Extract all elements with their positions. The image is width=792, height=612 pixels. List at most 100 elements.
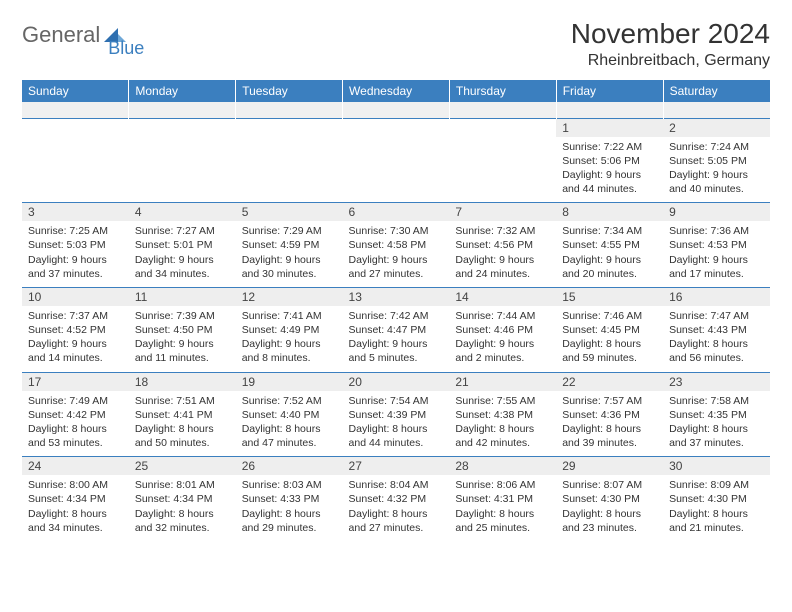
day-cell: 23Sunrise: 7:58 AMSunset: 4:35 PMDayligh… xyxy=(663,372,770,457)
day-header: Tuesday xyxy=(236,80,343,102)
sunset-text: Sunset: 4:36 PM xyxy=(562,408,657,422)
day-cell: 2Sunrise: 7:24 AMSunset: 5:05 PMDaylight… xyxy=(663,118,770,203)
day-header: Sunday xyxy=(22,80,129,102)
day-header: Wednesday xyxy=(343,80,450,102)
day-cell: 19Sunrise: 7:52 AMSunset: 4:40 PMDayligh… xyxy=(236,372,343,457)
day-number: 14 xyxy=(449,288,556,306)
day-cell: 4Sunrise: 7:27 AMSunset: 5:01 PMDaylight… xyxy=(129,203,236,288)
day-details: Sunrise: 7:52 AMSunset: 4:40 PMDaylight:… xyxy=(236,391,343,457)
day-cell xyxy=(236,118,343,203)
day-number: 30 xyxy=(663,457,770,475)
day-cell xyxy=(449,118,556,203)
logo: General Blue xyxy=(22,22,162,48)
sunset-text: Sunset: 4:33 PM xyxy=(242,492,337,506)
daylight-text: Daylight: 9 hours and 27 minutes. xyxy=(349,253,444,281)
day-number: 12 xyxy=(236,288,343,306)
day-number: 23 xyxy=(663,373,770,391)
daylight-text: Daylight: 8 hours and 53 minutes. xyxy=(28,422,123,450)
daylight-text: Daylight: 8 hours and 23 minutes. xyxy=(562,507,657,535)
week-row: 17Sunrise: 7:49 AMSunset: 4:42 PMDayligh… xyxy=(22,372,770,457)
sunset-text: Sunset: 5:05 PM xyxy=(669,154,764,168)
calendar-page: General Blue November 2024 Rheinbreitbac… xyxy=(0,0,792,559)
day-number: 18 xyxy=(129,373,236,391)
sunrise-text: Sunrise: 7:36 AM xyxy=(669,224,764,238)
day-number xyxy=(343,119,450,123)
title-block: November 2024 Rheinbreitbach, Germany xyxy=(571,18,770,70)
sunset-text: Sunset: 4:59 PM xyxy=(242,238,337,252)
day-cell xyxy=(129,118,236,203)
day-details: Sunrise: 7:46 AMSunset: 4:45 PMDaylight:… xyxy=(556,306,663,372)
sunrise-text: Sunrise: 7:22 AM xyxy=(562,140,657,154)
day-cell: 3Sunrise: 7:25 AMSunset: 5:03 PMDaylight… xyxy=(22,203,129,288)
day-details: Sunrise: 7:27 AMSunset: 5:01 PMDaylight:… xyxy=(129,221,236,287)
sunset-text: Sunset: 4:35 PM xyxy=(669,408,764,422)
sunset-text: Sunset: 4:30 PM xyxy=(669,492,764,506)
day-cell: 21Sunrise: 7:55 AMSunset: 4:38 PMDayligh… xyxy=(449,372,556,457)
day-cell: 5Sunrise: 7:29 AMSunset: 4:59 PMDaylight… xyxy=(236,203,343,288)
daylight-text: Daylight: 9 hours and 37 minutes. xyxy=(28,253,123,281)
sunset-text: Sunset: 4:41 PM xyxy=(135,408,230,422)
daylight-text: Daylight: 9 hours and 20 minutes. xyxy=(562,253,657,281)
day-number: 13 xyxy=(343,288,450,306)
week-row: 3Sunrise: 7:25 AMSunset: 5:03 PMDaylight… xyxy=(22,203,770,288)
sunrise-text: Sunrise: 7:27 AM xyxy=(135,224,230,238)
day-cell: 26Sunrise: 8:03 AMSunset: 4:33 PMDayligh… xyxy=(236,457,343,541)
sunset-text: Sunset: 4:55 PM xyxy=(562,238,657,252)
sunset-text: Sunset: 4:45 PM xyxy=(562,323,657,337)
day-details: Sunrise: 7:34 AMSunset: 4:55 PMDaylight:… xyxy=(556,221,663,287)
day-details: Sunrise: 7:36 AMSunset: 4:53 PMDaylight:… xyxy=(663,221,770,287)
sunrise-text: Sunrise: 7:41 AM xyxy=(242,309,337,323)
day-details: Sunrise: 8:00 AMSunset: 4:34 PMDaylight:… xyxy=(22,475,129,541)
day-cell: 10Sunrise: 7:37 AMSunset: 4:52 PMDayligh… xyxy=(22,287,129,372)
sunrise-text: Sunrise: 7:32 AM xyxy=(455,224,550,238)
day-details: Sunrise: 8:01 AMSunset: 4:34 PMDaylight:… xyxy=(129,475,236,541)
sunrise-text: Sunrise: 7:57 AM xyxy=(562,394,657,408)
day-number: 3 xyxy=(22,203,129,221)
sunrise-text: Sunrise: 7:25 AM xyxy=(28,224,123,238)
day-details: Sunrise: 7:39 AMSunset: 4:50 PMDaylight:… xyxy=(129,306,236,372)
day-cell: 29Sunrise: 8:07 AMSunset: 4:30 PMDayligh… xyxy=(556,457,663,541)
day-details: Sunrise: 8:09 AMSunset: 4:30 PMDaylight:… xyxy=(663,475,770,541)
sunset-text: Sunset: 4:46 PM xyxy=(455,323,550,337)
day-cell xyxy=(343,118,450,203)
day-number: 16 xyxy=(663,288,770,306)
day-number xyxy=(236,119,343,123)
day-number xyxy=(22,119,129,123)
day-number xyxy=(449,119,556,123)
sunrise-text: Sunrise: 8:07 AM xyxy=(562,478,657,492)
day-number: 9 xyxy=(663,203,770,221)
daylight-text: Daylight: 8 hours and 39 minutes. xyxy=(562,422,657,450)
day-details: Sunrise: 7:29 AMSunset: 4:59 PMDaylight:… xyxy=(236,221,343,287)
sunrise-text: Sunrise: 7:39 AM xyxy=(135,309,230,323)
day-details: Sunrise: 7:54 AMSunset: 4:39 PMDaylight:… xyxy=(343,391,450,457)
day-number: 21 xyxy=(449,373,556,391)
sunrise-text: Sunrise: 7:51 AM xyxy=(135,394,230,408)
daylight-text: Daylight: 9 hours and 11 minutes. xyxy=(135,337,230,365)
daylight-text: Daylight: 9 hours and 30 minutes. xyxy=(242,253,337,281)
day-cell: 13Sunrise: 7:42 AMSunset: 4:47 PMDayligh… xyxy=(343,287,450,372)
daylight-text: Daylight: 8 hours and 50 minutes. xyxy=(135,422,230,450)
daylight-text: Daylight: 8 hours and 32 minutes. xyxy=(135,507,230,535)
day-details: Sunrise: 7:41 AMSunset: 4:49 PMDaylight:… xyxy=(236,306,343,372)
day-cell: 8Sunrise: 7:34 AMSunset: 4:55 PMDaylight… xyxy=(556,203,663,288)
day-number: 17 xyxy=(22,373,129,391)
day-details: Sunrise: 7:51 AMSunset: 4:41 PMDaylight:… xyxy=(129,391,236,457)
day-details: Sunrise: 7:22 AMSunset: 5:06 PMDaylight:… xyxy=(556,137,663,203)
day-details: Sunrise: 7:57 AMSunset: 4:36 PMDaylight:… xyxy=(556,391,663,457)
day-cell: 11Sunrise: 7:39 AMSunset: 4:50 PMDayligh… xyxy=(129,287,236,372)
daylight-text: Daylight: 9 hours and 2 minutes. xyxy=(455,337,550,365)
logo-text-blue: Blue xyxy=(108,38,144,59)
sunset-text: Sunset: 4:43 PM xyxy=(669,323,764,337)
sunset-text: Sunset: 4:49 PM xyxy=(242,323,337,337)
daylight-text: Daylight: 9 hours and 34 minutes. xyxy=(135,253,230,281)
sunrise-text: Sunrise: 7:58 AM xyxy=(669,394,764,408)
sunset-text: Sunset: 5:01 PM xyxy=(135,238,230,252)
day-cell: 12Sunrise: 7:41 AMSunset: 4:49 PMDayligh… xyxy=(236,287,343,372)
day-details: Sunrise: 8:03 AMSunset: 4:33 PMDaylight:… xyxy=(236,475,343,541)
sunrise-text: Sunrise: 8:04 AM xyxy=(349,478,444,492)
sunrise-text: Sunrise: 7:34 AM xyxy=(562,224,657,238)
sunrise-text: Sunrise: 7:55 AM xyxy=(455,394,550,408)
logo-text-general: General xyxy=(22,22,100,48)
sunset-text: Sunset: 4:31 PM xyxy=(455,492,550,506)
daylight-text: Daylight: 9 hours and 24 minutes. xyxy=(455,253,550,281)
